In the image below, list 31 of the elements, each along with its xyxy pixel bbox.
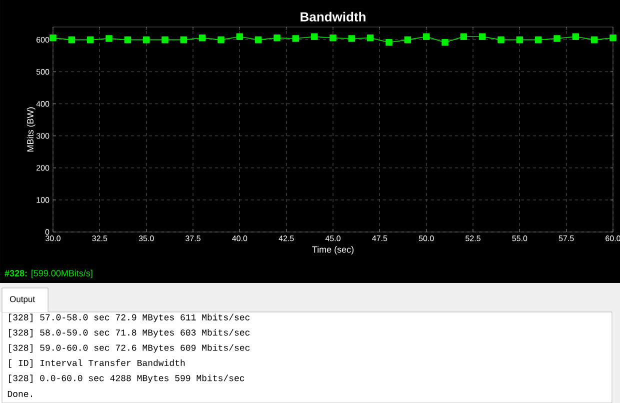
x-tick-label: 55.0 xyxy=(512,236,528,242)
text: [ ID] Interval Transfer Bandwidth xyxy=(9,359,185,368)
x-tick-label: 40.0 xyxy=(232,236,248,242)
x-tick-label: 50.0 xyxy=(418,236,434,242)
x-tick-label: 57.5 xyxy=(558,236,574,242)
text: Output xyxy=(10,296,35,304)
y-tick-label: 0 xyxy=(45,229,50,235)
x-tick-label: 52.5 xyxy=(466,236,480,242)
y-tick-label: 300 xyxy=(36,133,50,139)
x-axis-title: Time (sec) xyxy=(312,246,354,254)
y-tick-label: 500 xyxy=(36,69,50,75)
y-axis-title: MBits (BW) xyxy=(26,107,36,152)
text: [328] 58.0-59.0 sec 71.8 MBytes 603 Mbits/sec xyxy=(9,328,250,338)
y-tick-label: 400 xyxy=(36,101,50,107)
text: [328] 59.0-60.0 sec 72.6 MBytes 609 Mbits/sec xyxy=(9,344,250,353)
x-tick-label: 60.0 xyxy=(606,236,620,242)
x-tick-label: 30.0 xyxy=(46,236,60,242)
chart-title: Bandwidth xyxy=(300,12,366,22)
x-tick-label: 45.0 xyxy=(325,236,340,242)
y-tick-label: 200 xyxy=(36,165,50,171)
y-tick-label: 100 xyxy=(36,197,50,203)
text: Done. xyxy=(8,390,32,397)
text: [328] 0.0-60.0 sec 4288 MBytes 599 Mbits/sec xyxy=(9,374,244,383)
x-tick-label: 42.5 xyxy=(278,236,294,242)
x-tick-label: 47.5 xyxy=(372,236,388,242)
x-tick-label: 32.5 xyxy=(92,236,108,242)
x-tick-label: 35.0 xyxy=(138,236,154,242)
text: #328: [599.00MBits/s] xyxy=(4,270,92,278)
y-tick-label: 600 xyxy=(36,36,50,43)
x-tick-label: 37.5 xyxy=(186,236,200,242)
text: [328] 57.0-58.0 sec 72.9 MBytes 611 Mbits/sec xyxy=(9,314,250,322)
